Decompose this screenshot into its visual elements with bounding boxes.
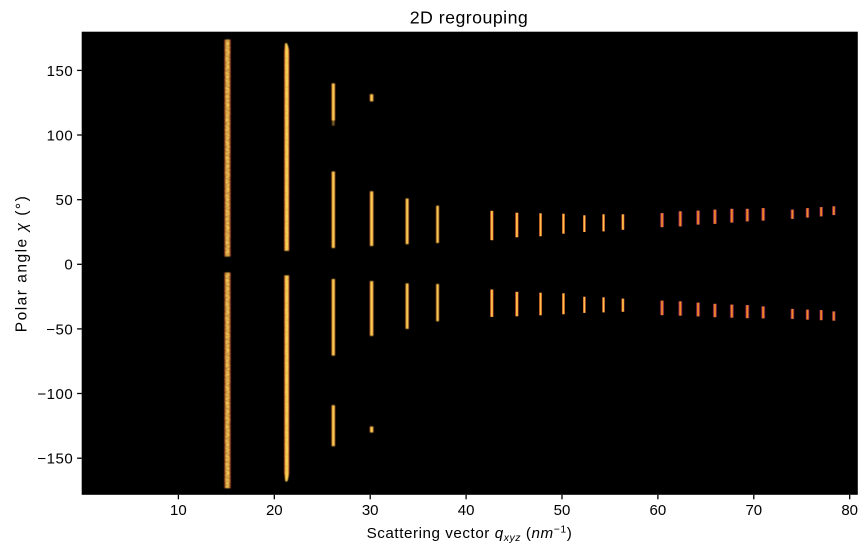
svg-text:30: 30 (362, 502, 379, 519)
svg-text:−150: −150 (37, 451, 73, 468)
svg-text:100: 100 (47, 127, 74, 144)
svg-text:60: 60 (650, 502, 667, 519)
svg-text:50: 50 (554, 502, 571, 519)
svg-text:70: 70 (745, 502, 762, 519)
svg-text:0: 0 (64, 257, 73, 274)
svg-text:−100: −100 (37, 386, 73, 403)
svg-text:150: 150 (47, 63, 74, 80)
svg-text:10: 10 (170, 502, 187, 519)
svg-text:Scattering vector qxyz (nm−1): Scattering vector qxyz (nm−1) (367, 524, 573, 545)
svg-text:2D regrouping: 2D regrouping (410, 8, 529, 28)
svg-text:Polar angle χ (°): Polar angle χ (°) (13, 195, 30, 333)
svg-text:20: 20 (266, 502, 283, 519)
svg-text:40: 40 (458, 502, 475, 519)
svg-text:80: 80 (841, 502, 858, 519)
svg-text:50: 50 (56, 192, 74, 209)
svg-text:−50: −50 (46, 321, 73, 338)
